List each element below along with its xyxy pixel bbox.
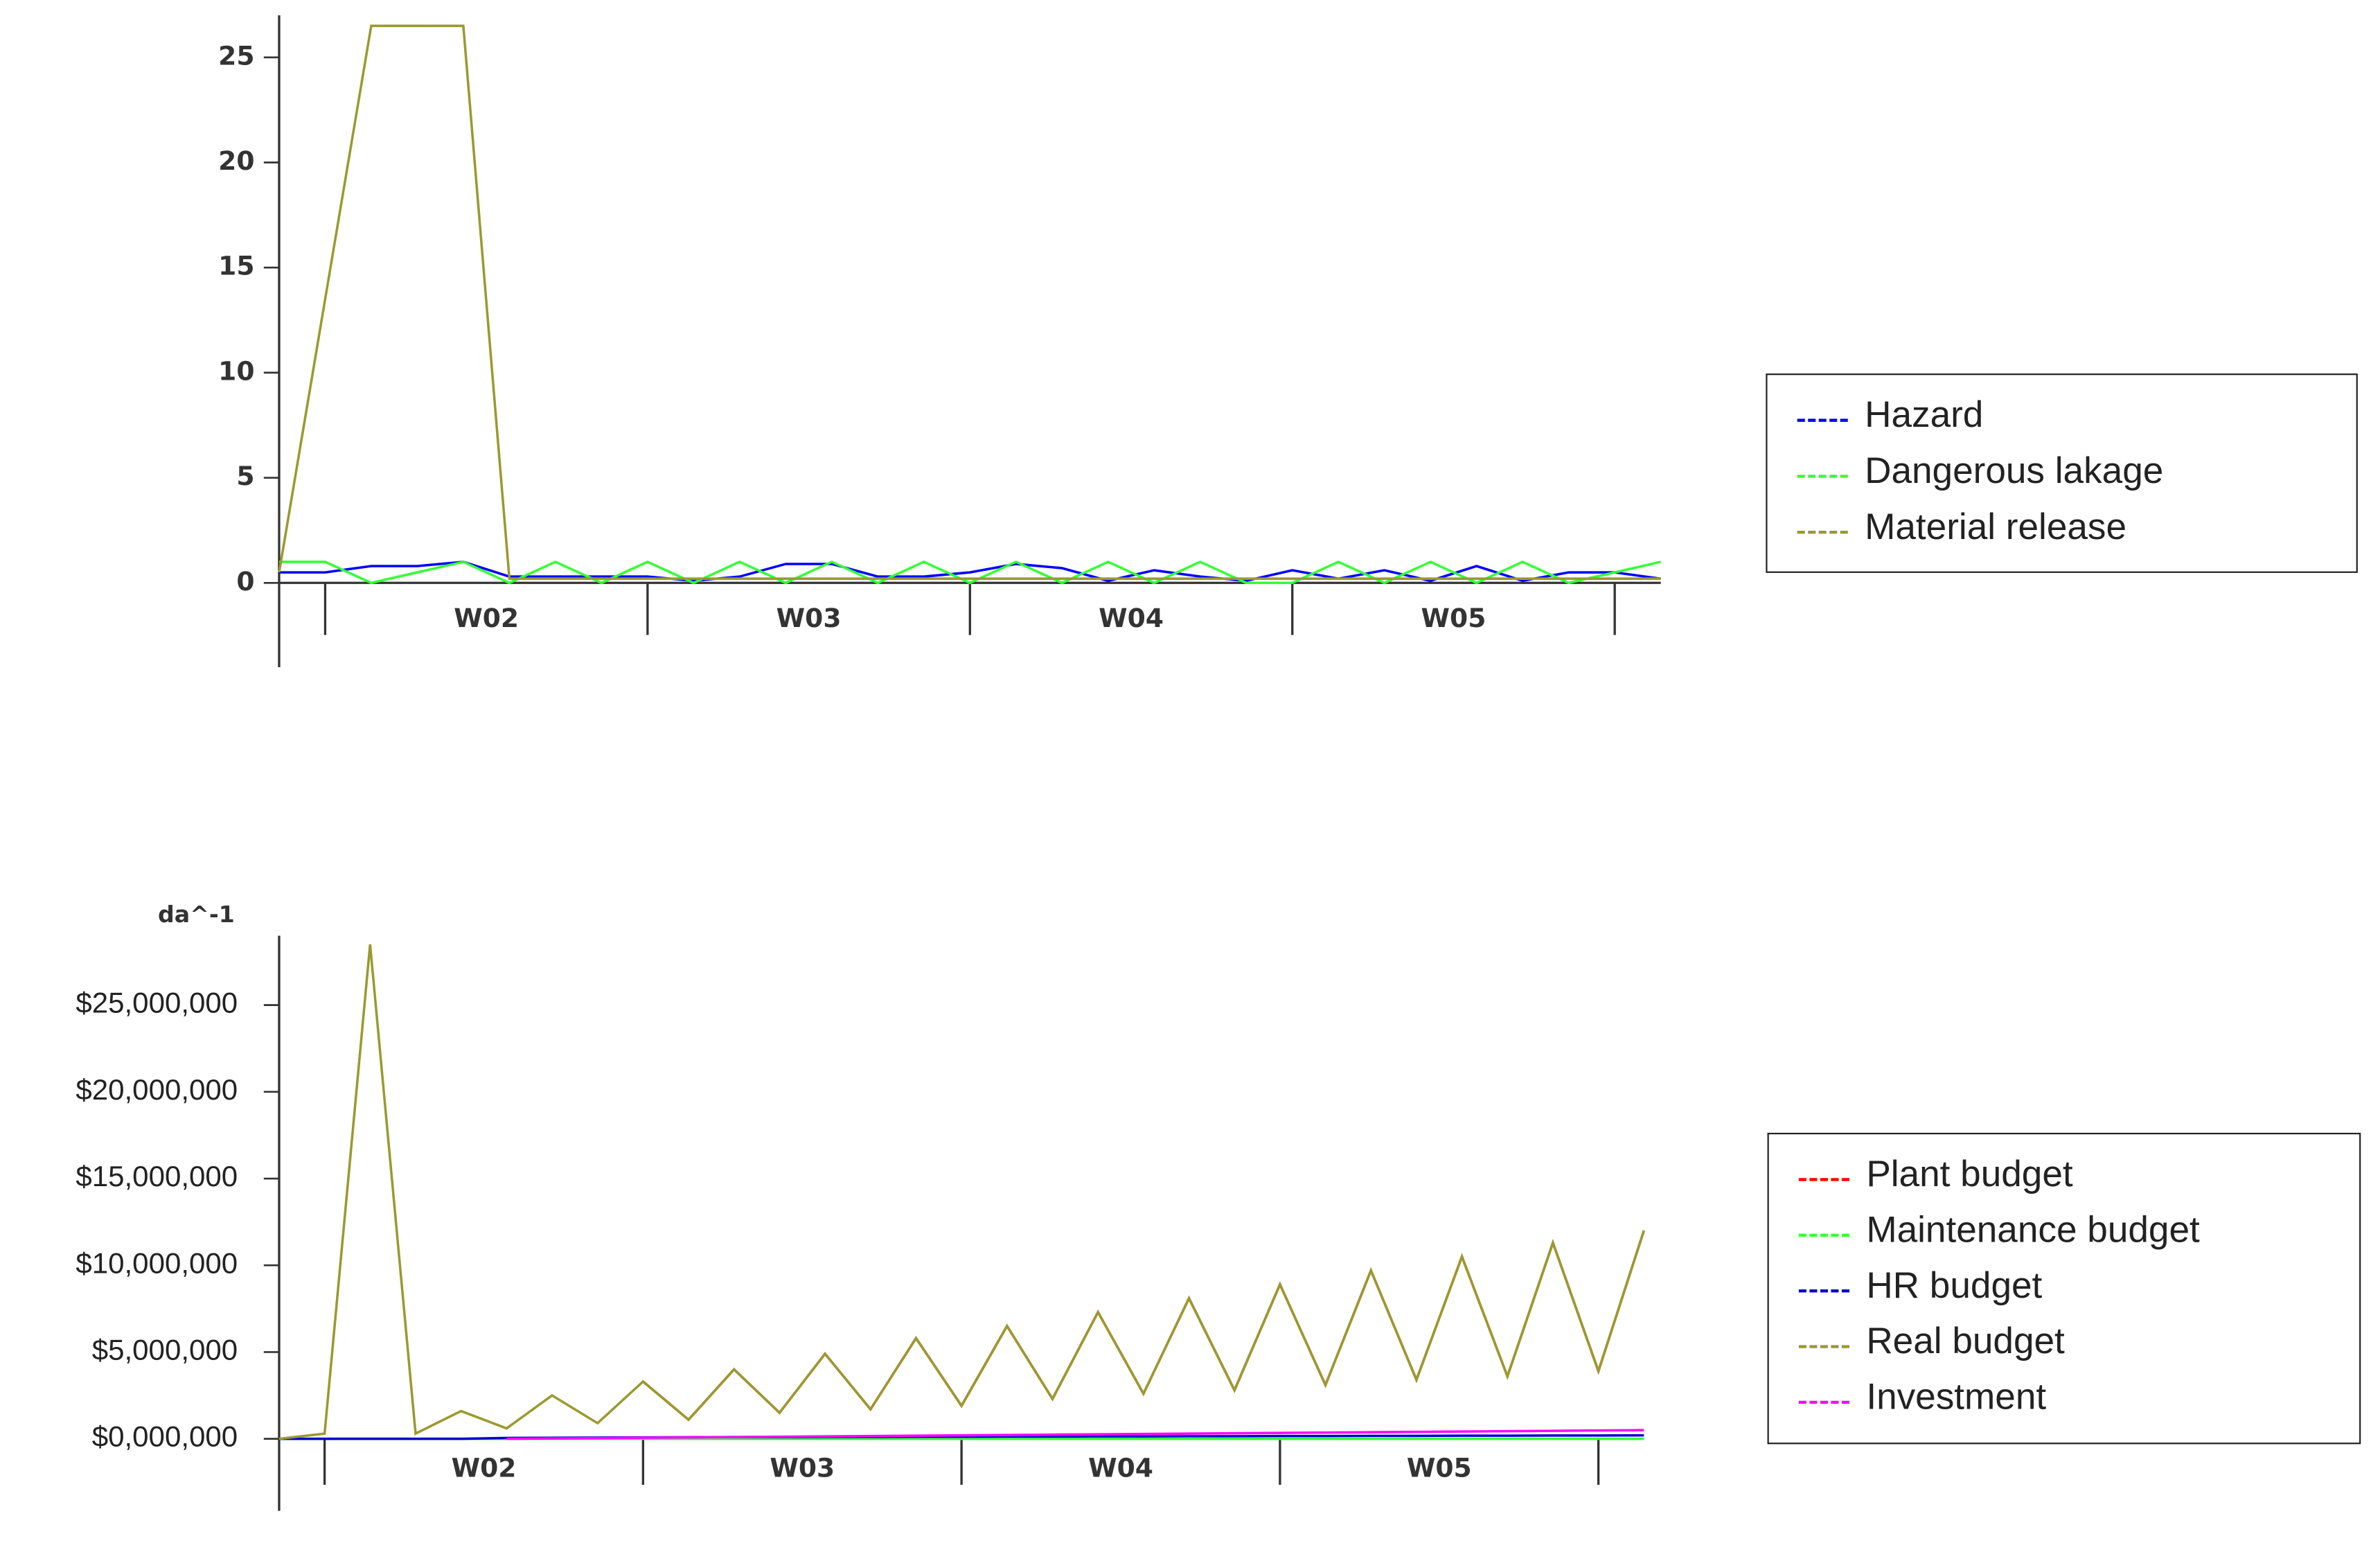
y-tick-label: $15,000,000 — [76, 1160, 238, 1192]
y-axis-label: da^-1 — [158, 901, 235, 928]
series-line — [278, 24, 1661, 580]
legend-label: Real budget — [1866, 1321, 2065, 1361]
y-tick-label: $10,000,000 — [76, 1246, 238, 1279]
y-tick-label: 10 — [218, 355, 254, 386]
y-tick-label: 0 — [236, 566, 254, 597]
legend-label: Investment — [1866, 1377, 2046, 1418]
x-tick-label: W02 — [454, 603, 519, 633]
legend-label: HR budget — [1866, 1265, 2042, 1306]
x-tick-label: W02 — [452, 1452, 517, 1483]
x-tick-label: W04 — [1088, 1452, 1153, 1483]
legend-label: Dangerous lakage — [1865, 450, 2163, 491]
legend-label: Maintenance budget — [1866, 1209, 2200, 1250]
y-tick-label: $20,000,000 — [76, 1073, 238, 1106]
x-tick-label: W05 — [1407, 1452, 1472, 1483]
x-tick-label: W05 — [1421, 603, 1486, 633]
series-line — [278, 944, 1645, 1440]
y-tick-label: $25,000,000 — [76, 987, 238, 1019]
y-tick-label: 25 — [218, 40, 254, 71]
series-line — [506, 1429, 1644, 1440]
legend-label: Hazard — [1865, 394, 1983, 435]
legend-label: Material release — [1865, 506, 2126, 547]
y-tick-label: 20 — [218, 146, 254, 176]
legend-box — [1767, 1132, 2361, 1445]
series-line — [278, 560, 1662, 585]
x-tick-label: W04 — [1099, 603, 1164, 633]
x-tick-label: W03 — [776, 603, 842, 633]
y-tick-label: 5 — [236, 461, 254, 491]
y-tick-label: $0,000,000 — [92, 1420, 238, 1453]
y-tick-label: $5,000,000 — [92, 1334, 238, 1366]
y-tick-label: 15 — [218, 251, 254, 281]
legend-box — [1766, 373, 2358, 573]
x-tick-label: W03 — [770, 1452, 835, 1483]
legend-label: Plant budget — [1866, 1154, 2073, 1194]
